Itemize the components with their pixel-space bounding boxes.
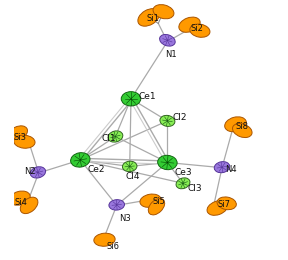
- Ellipse shape: [176, 178, 190, 189]
- Text: Si7: Si7: [217, 200, 230, 209]
- Ellipse shape: [20, 197, 38, 214]
- Text: Cl1: Cl1: [101, 134, 116, 143]
- Text: Si6: Si6: [106, 242, 119, 251]
- Text: Si4: Si4: [14, 198, 27, 207]
- Text: Si1: Si1: [147, 14, 160, 23]
- Text: Ce2: Ce2: [88, 165, 105, 174]
- Ellipse shape: [8, 126, 27, 140]
- Ellipse shape: [9, 191, 30, 205]
- Ellipse shape: [108, 131, 123, 142]
- Ellipse shape: [217, 197, 236, 210]
- Ellipse shape: [190, 24, 210, 37]
- Ellipse shape: [160, 115, 175, 126]
- Text: Ce1: Ce1: [139, 92, 156, 101]
- Text: Si8: Si8: [236, 122, 249, 131]
- Text: N3: N3: [119, 214, 131, 223]
- Ellipse shape: [71, 153, 90, 167]
- Ellipse shape: [160, 35, 175, 46]
- Ellipse shape: [207, 201, 228, 215]
- Ellipse shape: [179, 17, 200, 32]
- Text: N1: N1: [165, 50, 177, 58]
- Text: Cl2: Cl2: [172, 113, 187, 122]
- Text: Cl4: Cl4: [125, 172, 139, 181]
- Ellipse shape: [225, 117, 246, 132]
- Text: Si3: Si3: [13, 133, 26, 142]
- Ellipse shape: [140, 194, 161, 207]
- Ellipse shape: [232, 124, 252, 138]
- Text: N4: N4: [225, 165, 237, 173]
- Ellipse shape: [158, 155, 177, 170]
- Text: Ce3: Ce3: [175, 168, 192, 177]
- Ellipse shape: [138, 9, 160, 26]
- Text: Si5: Si5: [152, 197, 165, 206]
- Text: Si2: Si2: [190, 24, 203, 33]
- Ellipse shape: [121, 92, 141, 106]
- Text: N2: N2: [24, 167, 36, 176]
- Ellipse shape: [214, 162, 230, 173]
- Ellipse shape: [14, 135, 35, 148]
- Text: Cl3: Cl3: [188, 184, 202, 193]
- Ellipse shape: [30, 167, 46, 178]
- Ellipse shape: [94, 233, 115, 246]
- Ellipse shape: [148, 199, 165, 215]
- Ellipse shape: [122, 161, 137, 172]
- Ellipse shape: [109, 200, 124, 210]
- Ellipse shape: [153, 5, 174, 19]
